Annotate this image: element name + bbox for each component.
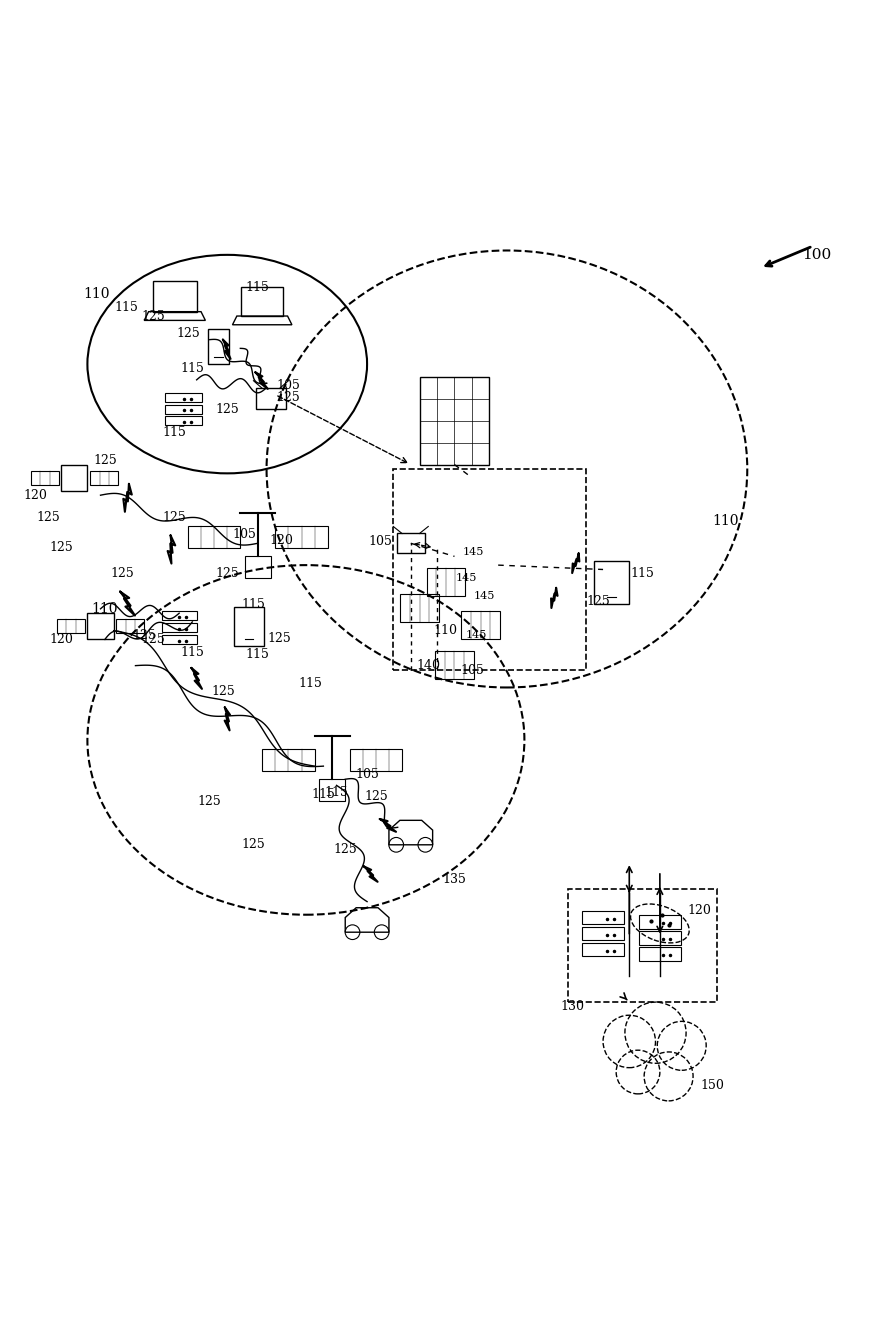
Bar <box>87 614 114 639</box>
Text: 115: 115 <box>163 426 187 438</box>
Bar <box>165 417 202 425</box>
Text: 125: 125 <box>141 310 165 323</box>
Bar <box>275 525 328 548</box>
Bar <box>582 943 624 957</box>
Text: 105: 105 <box>232 528 257 541</box>
Bar <box>188 525 240 548</box>
Bar <box>582 911 624 925</box>
Text: 115: 115 <box>180 362 205 375</box>
Bar <box>90 470 118 485</box>
Text: 115: 115 <box>246 647 270 661</box>
Bar <box>639 947 681 961</box>
Bar <box>393 469 586 670</box>
Text: 125: 125 <box>110 567 135 580</box>
Text: 120: 120 <box>687 905 711 917</box>
Text: 115: 115 <box>180 646 205 659</box>
Bar <box>165 393 202 402</box>
Bar <box>255 387 287 409</box>
Bar <box>262 749 315 770</box>
Text: 115: 115 <box>298 677 323 690</box>
Text: 115: 115 <box>311 788 336 801</box>
Bar <box>162 635 197 643</box>
Bar <box>57 619 85 634</box>
Text: 125: 125 <box>276 391 301 403</box>
Bar <box>397 533 425 552</box>
Bar <box>350 749 402 770</box>
Text: 125: 125 <box>163 511 187 524</box>
Text: 125: 125 <box>49 541 73 555</box>
Text: 125: 125 <box>132 628 156 642</box>
Text: 125: 125 <box>211 685 235 698</box>
Text: 115: 115 <box>246 280 270 293</box>
Bar <box>461 611 500 639</box>
Text: 125: 125 <box>267 632 292 645</box>
Text: 100: 100 <box>802 248 832 261</box>
Text: 125: 125 <box>241 839 266 851</box>
Bar <box>420 378 489 465</box>
Text: 125: 125 <box>215 403 239 415</box>
Text: 140: 140 <box>416 659 440 673</box>
Bar <box>400 594 439 622</box>
Bar <box>162 623 197 632</box>
Text: 125: 125 <box>93 454 117 466</box>
Text: 110: 110 <box>434 624 458 636</box>
Bar <box>162 611 197 620</box>
Text: 115: 115 <box>630 567 655 580</box>
Text: 150: 150 <box>700 1079 725 1092</box>
Text: 115: 115 <box>241 598 266 611</box>
Bar <box>116 619 144 634</box>
Bar <box>61 465 87 490</box>
Text: 110: 110 <box>83 287 109 302</box>
Text: 145: 145 <box>463 547 484 557</box>
Bar <box>165 405 202 414</box>
Bar <box>639 931 681 945</box>
Bar <box>435 651 474 679</box>
Text: 125: 125 <box>215 567 239 580</box>
Text: 105: 105 <box>355 768 379 781</box>
Text: 115: 115 <box>324 785 349 799</box>
Text: 125: 125 <box>364 791 388 803</box>
Text: 110: 110 <box>712 515 739 528</box>
Bar <box>31 470 59 485</box>
Text: 105: 105 <box>460 663 484 677</box>
Text: 145: 145 <box>455 574 476 583</box>
Bar <box>319 780 345 801</box>
Text: 125: 125 <box>586 595 611 608</box>
Bar <box>568 888 717 1002</box>
Text: 105: 105 <box>368 535 392 548</box>
Text: 115: 115 <box>114 300 139 314</box>
Bar <box>582 927 624 941</box>
Text: 125: 125 <box>333 843 357 856</box>
Text: 125: 125 <box>198 795 222 808</box>
Text: 120: 120 <box>269 535 294 547</box>
Text: 120: 120 <box>23 489 47 501</box>
Text: 130: 130 <box>560 1000 585 1013</box>
Text: 145: 145 <box>474 591 495 600</box>
Text: 125: 125 <box>141 632 165 646</box>
Text: 120: 120 <box>49 632 73 646</box>
Text: 105: 105 <box>276 379 301 391</box>
Text: 125: 125 <box>176 327 200 340</box>
Text: 110: 110 <box>92 602 118 616</box>
Text: 145: 145 <box>466 630 487 641</box>
Text: 135: 135 <box>442 874 467 886</box>
Bar <box>427 568 465 596</box>
Bar <box>639 915 681 929</box>
Text: 125: 125 <box>36 511 60 524</box>
Bar <box>245 556 271 579</box>
